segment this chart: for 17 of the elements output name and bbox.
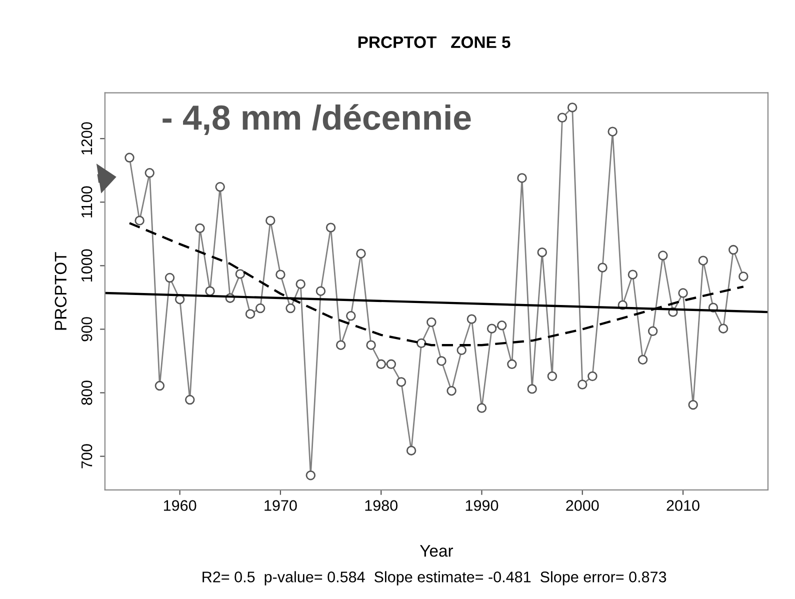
chart-title: PRCPTOT ZONE 5 [358, 36, 510, 48]
y-tick-label: 1200 [81, 122, 92, 154]
text: R2= 0.5 p-value= 0.584 Slope estimate= -0.481 Slope error= 0.873 [202, 571, 666, 586]
annotation: - 4,8 mm /décennie [162, 104, 471, 135]
y-tick-label: 1000 [81, 249, 92, 282]
x-tick-label: 1970 [264, 500, 297, 511]
y-tick-label: 700 [81, 444, 92, 468]
y-tick-label: 800 [81, 380, 92, 405]
x-tick-label: 2010 [666, 500, 700, 511]
x-tick-label: 2000 [566, 500, 599, 511]
x-tick-label: 1980 [365, 500, 398, 511]
y-axis-title: PRCPTOT [54, 252, 67, 330]
x-tick-label: 1990 [466, 500, 498, 511]
y-tick-label: 1100 [81, 186, 92, 218]
x-axis-title: Year [420, 545, 454, 557]
y-tick-label: 900 [81, 317, 92, 342]
x-tick-label: 1960 [164, 500, 196, 511]
